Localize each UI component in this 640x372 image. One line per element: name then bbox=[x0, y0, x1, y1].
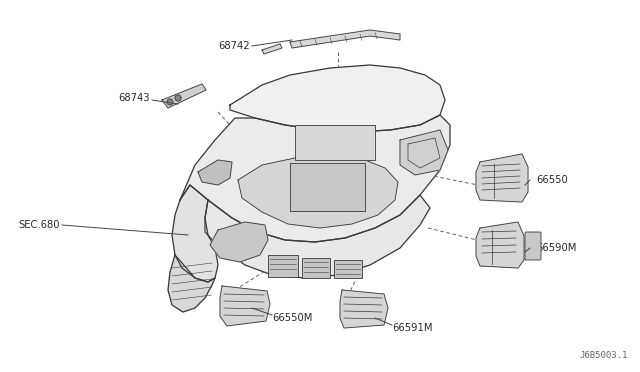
Polygon shape bbox=[172, 185, 218, 282]
Text: J6B5003.1: J6B5003.1 bbox=[580, 351, 628, 360]
Polygon shape bbox=[400, 130, 448, 175]
Text: 66550M: 66550M bbox=[272, 313, 312, 323]
Circle shape bbox=[175, 95, 181, 101]
Polygon shape bbox=[205, 195, 430, 278]
Polygon shape bbox=[210, 222, 268, 262]
Text: 66590M: 66590M bbox=[536, 243, 577, 253]
Polygon shape bbox=[230, 65, 445, 132]
Text: 68743: 68743 bbox=[118, 93, 150, 103]
Polygon shape bbox=[220, 286, 270, 326]
Bar bbox=[334, 260, 362, 278]
Polygon shape bbox=[476, 222, 524, 268]
Text: 66550: 66550 bbox=[536, 175, 568, 185]
Polygon shape bbox=[238, 156, 398, 228]
Circle shape bbox=[167, 99, 173, 105]
Text: SEC.680: SEC.680 bbox=[19, 220, 60, 230]
Polygon shape bbox=[168, 255, 215, 312]
Polygon shape bbox=[180, 115, 450, 242]
Bar bbox=[295, 125, 375, 160]
Text: 68742: 68742 bbox=[218, 41, 250, 51]
Polygon shape bbox=[162, 84, 206, 108]
Polygon shape bbox=[198, 160, 232, 185]
Polygon shape bbox=[290, 30, 400, 48]
Polygon shape bbox=[340, 290, 388, 328]
Bar bbox=[268, 255, 298, 277]
FancyBboxPatch shape bbox=[525, 232, 541, 260]
Bar bbox=[290, 163, 365, 211]
Bar bbox=[302, 258, 330, 278]
Polygon shape bbox=[476, 154, 528, 202]
Polygon shape bbox=[262, 44, 282, 54]
Text: 66591M: 66591M bbox=[392, 323, 433, 333]
